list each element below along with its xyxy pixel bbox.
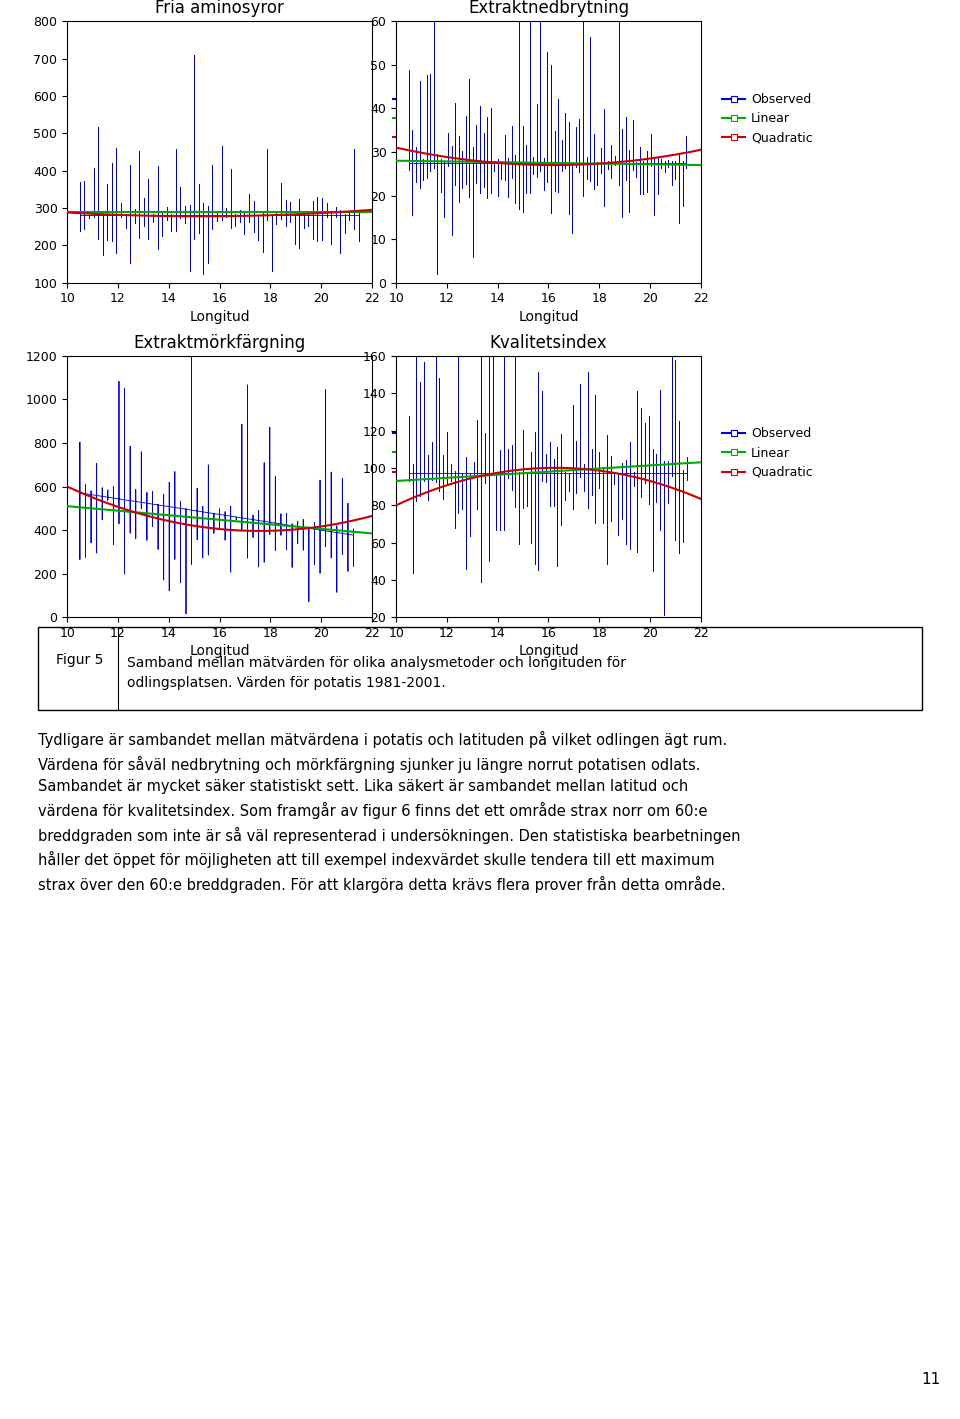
Title: Extraktmörkfärgning: Extraktmörkfärgning (133, 333, 305, 352)
Legend: Observed, Linear, Quadratic: Observed, Linear, Quadratic (722, 92, 813, 145)
Legend: Observed, Linear, Quadratic: Observed, Linear, Quadratic (722, 427, 813, 480)
Text: Tydligare är sambandet mellan mätvärdena i potatis och latituden på vilket odlin: Tydligare är sambandet mellan mätvärdena… (38, 731, 741, 893)
Text: Samband mellan mätvärden för olika analysmetoder och longituden för
odlingsplats: Samband mellan mätvärden för olika analy… (127, 656, 626, 690)
Title: Extraktnedbrytning: Extraktnedbrytning (468, 0, 629, 17)
Text: 11: 11 (922, 1372, 941, 1388)
Legend: Observed, Linear, Quadratic: Observed, Linear, Quadratic (394, 427, 484, 480)
Title: Kvalitetsindex: Kvalitetsindex (490, 333, 608, 352)
X-axis label: Longitud: Longitud (189, 309, 250, 324)
X-axis label: Longitud: Longitud (518, 309, 579, 324)
Title: Fria aminosyror: Fria aminosyror (156, 0, 284, 17)
Text: Figur 5: Figur 5 (56, 653, 104, 667)
X-axis label: Longitud: Longitud (189, 644, 250, 658)
X-axis label: Longitud: Longitud (518, 644, 579, 658)
Legend: Observed, Linear, Quadratic: Observed, Linear, Quadratic (394, 92, 484, 145)
